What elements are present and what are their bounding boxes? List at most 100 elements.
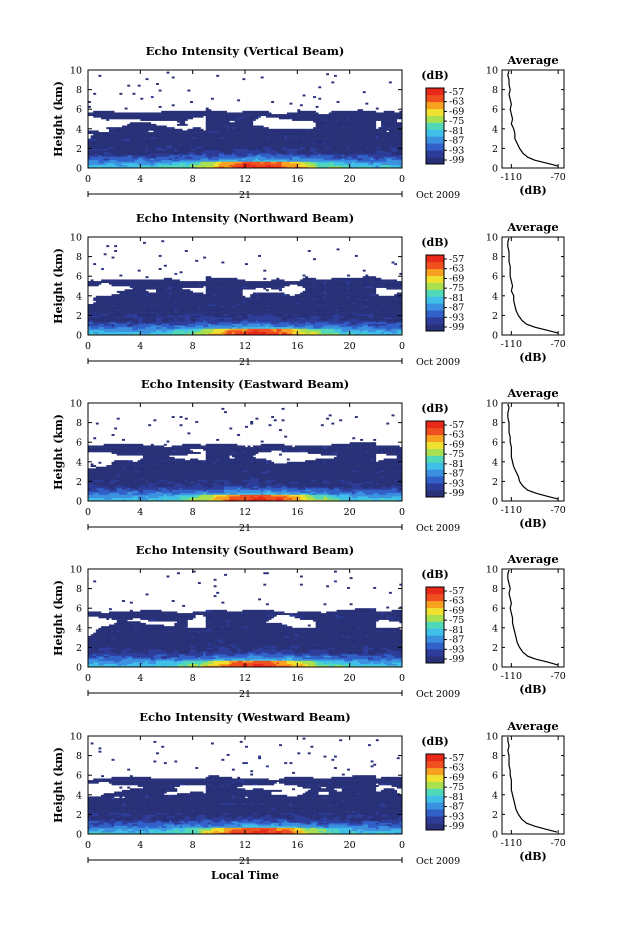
colorbar-tick-label: -93 <box>449 312 464 323</box>
x-tick-label: 0 <box>85 673 91 684</box>
average-profile: Average 0 2 4 6 8 10 -110 -70 (dB) <box>486 552 566 696</box>
colorbar-swatch <box>426 455 444 463</box>
colorbar-swatch <box>426 490 444 498</box>
y-tick-label: 8 <box>76 252 82 263</box>
colorbar-swatch <box>426 434 444 443</box>
colorbar-swatch <box>426 642 444 650</box>
panel-2: Echo Intensity (Northward Beam) 0 2 4 6 8 10 0 4… <box>52 211 566 368</box>
y-tick-label: 4 <box>76 457 82 468</box>
x-tick-label: 20 <box>344 507 356 518</box>
heatmap <box>88 407 403 502</box>
colorbar-tick-label: -69 <box>449 106 464 117</box>
colorbar-swatch <box>426 809 444 817</box>
colorbar-swatch <box>426 469 444 477</box>
colorbar-swatch <box>426 441 444 449</box>
colorbar-tick-label: -87 <box>449 303 464 314</box>
colorbar-swatch <box>426 150 444 158</box>
profile-frame <box>501 236 565 336</box>
x-tick-label: 20 <box>344 341 356 352</box>
date-day: 21 <box>239 190 251 201</box>
x-tick-label: 12 <box>239 341 251 352</box>
x-tick-label: 0 <box>85 840 91 851</box>
x-tick-label: 4 <box>137 174 143 185</box>
colorbar-swatch <box>426 600 444 609</box>
date-month-year: Oct 2009 <box>416 357 460 368</box>
colorbar-swatch <box>426 421 444 429</box>
y-tick-label: 2 <box>76 144 82 155</box>
profile-x-label: (dB) <box>519 351 546 364</box>
y-tick-label: 2 <box>76 311 82 322</box>
colorbar-swatch <box>426 122 444 130</box>
y-axis-label: Height (km) <box>52 414 65 490</box>
date-day: 21 <box>239 357 251 368</box>
profile-y-tick-label: 10 <box>486 233 498 244</box>
colorbar-tick-label: -93 <box>449 145 464 156</box>
y-tick-label: 2 <box>76 810 82 821</box>
colorbar-tick-label: -63 <box>449 97 464 108</box>
colorbar-swatch <box>426 129 444 137</box>
colorbar-tick-label: -63 <box>449 763 464 774</box>
x-tick-label: 16 <box>291 840 303 851</box>
y-tick-label: 6 <box>76 604 82 615</box>
y-axis-label: Height (km) <box>52 747 65 823</box>
profile-x-tick-label: -110 <box>501 671 522 682</box>
profile-y-tick-label: 0 <box>492 830 498 841</box>
profile-y-tick-label: 2 <box>492 311 498 322</box>
x-tick-label: 0 <box>85 174 91 185</box>
y-tick-label: 10 <box>70 233 82 244</box>
date-day: 21 <box>239 689 251 700</box>
profile-line <box>507 403 559 500</box>
colorbar-tick-label: -57 <box>449 586 464 597</box>
colorbar-swatch <box>426 816 444 824</box>
panel-title: Echo Intensity (Southward Beam) <box>136 543 354 557</box>
profile-title: Average <box>506 220 558 234</box>
x-tick-label: 16 <box>291 673 303 684</box>
profile-x-tick-label: -70 <box>550 339 565 350</box>
x-tick-label: 20 <box>344 673 356 684</box>
colorbar-tick-label: -93 <box>449 478 464 489</box>
colorbar-tick-label: -87 <box>449 136 464 147</box>
y-tick-label: 10 <box>70 66 82 77</box>
y-axis-label: Height (km) <box>52 580 65 656</box>
y-axis-label: Height (km) <box>52 248 65 324</box>
panel-3: Echo Intensity (Eastward Beam) 0 2 4 6 8 10 0 4 8… <box>52 377 566 534</box>
colorbar-tick-label: -69 <box>449 772 464 783</box>
y-tick-label: 8 <box>76 751 82 762</box>
colorbar: (dB)-57-63-69-75-81-87-93-99 <box>421 236 464 333</box>
x-axis-label: Local Time <box>211 869 279 882</box>
colorbar-swatch <box>426 289 444 297</box>
colorbar-tick-label: -57 <box>449 420 464 431</box>
heatmap <box>88 240 403 336</box>
profile-line <box>507 70 559 167</box>
profile-y-tick-label: 6 <box>492 771 498 782</box>
y-tick-label: 4 <box>76 623 82 634</box>
colorbar: (dB)-57-63-69-75-81-87-93-99 <box>421 735 464 832</box>
profile-y-tick-label: 4 <box>492 124 498 135</box>
x-tick-label: 16 <box>291 507 303 518</box>
colorbar-tick-label: -75 <box>449 449 464 460</box>
heatmap <box>88 570 403 668</box>
colorbar-swatch <box>426 587 444 595</box>
colorbar-swatch <box>426 607 444 615</box>
y-tick-label: 2 <box>76 477 82 488</box>
y-tick-label: 4 <box>76 291 82 302</box>
colorbar-label: (dB) <box>421 568 448 581</box>
colorbar-tick-label: -99 <box>449 155 464 166</box>
profile-frame <box>501 402 565 502</box>
colorbar-tick-label: -69 <box>449 273 464 284</box>
average-profile: Average 0 2 4 6 8 10 -110 -70 (dB) <box>486 53 566 197</box>
colorbar-tick-label: -93 <box>449 644 464 655</box>
profile-y-tick-label: 6 <box>492 438 498 449</box>
y-tick-label: 8 <box>76 418 82 429</box>
panel-title: Echo Intensity (Eastward Beam) <box>141 377 349 391</box>
colorbar-tick-label: -81 <box>449 792 464 803</box>
profile-y-tick-label: 8 <box>492 584 498 595</box>
x-tick-label: 16 <box>291 174 303 185</box>
colorbar-tick-label: -57 <box>449 87 464 98</box>
profile-title: Average <box>506 386 558 400</box>
x-tick-label: 12 <box>239 840 251 851</box>
profile-y-tick-label: 10 <box>486 399 498 410</box>
profile-x-label: (dB) <box>519 184 546 197</box>
y-tick-label: 0 <box>76 331 82 342</box>
colorbar-swatch <box>426 157 444 165</box>
